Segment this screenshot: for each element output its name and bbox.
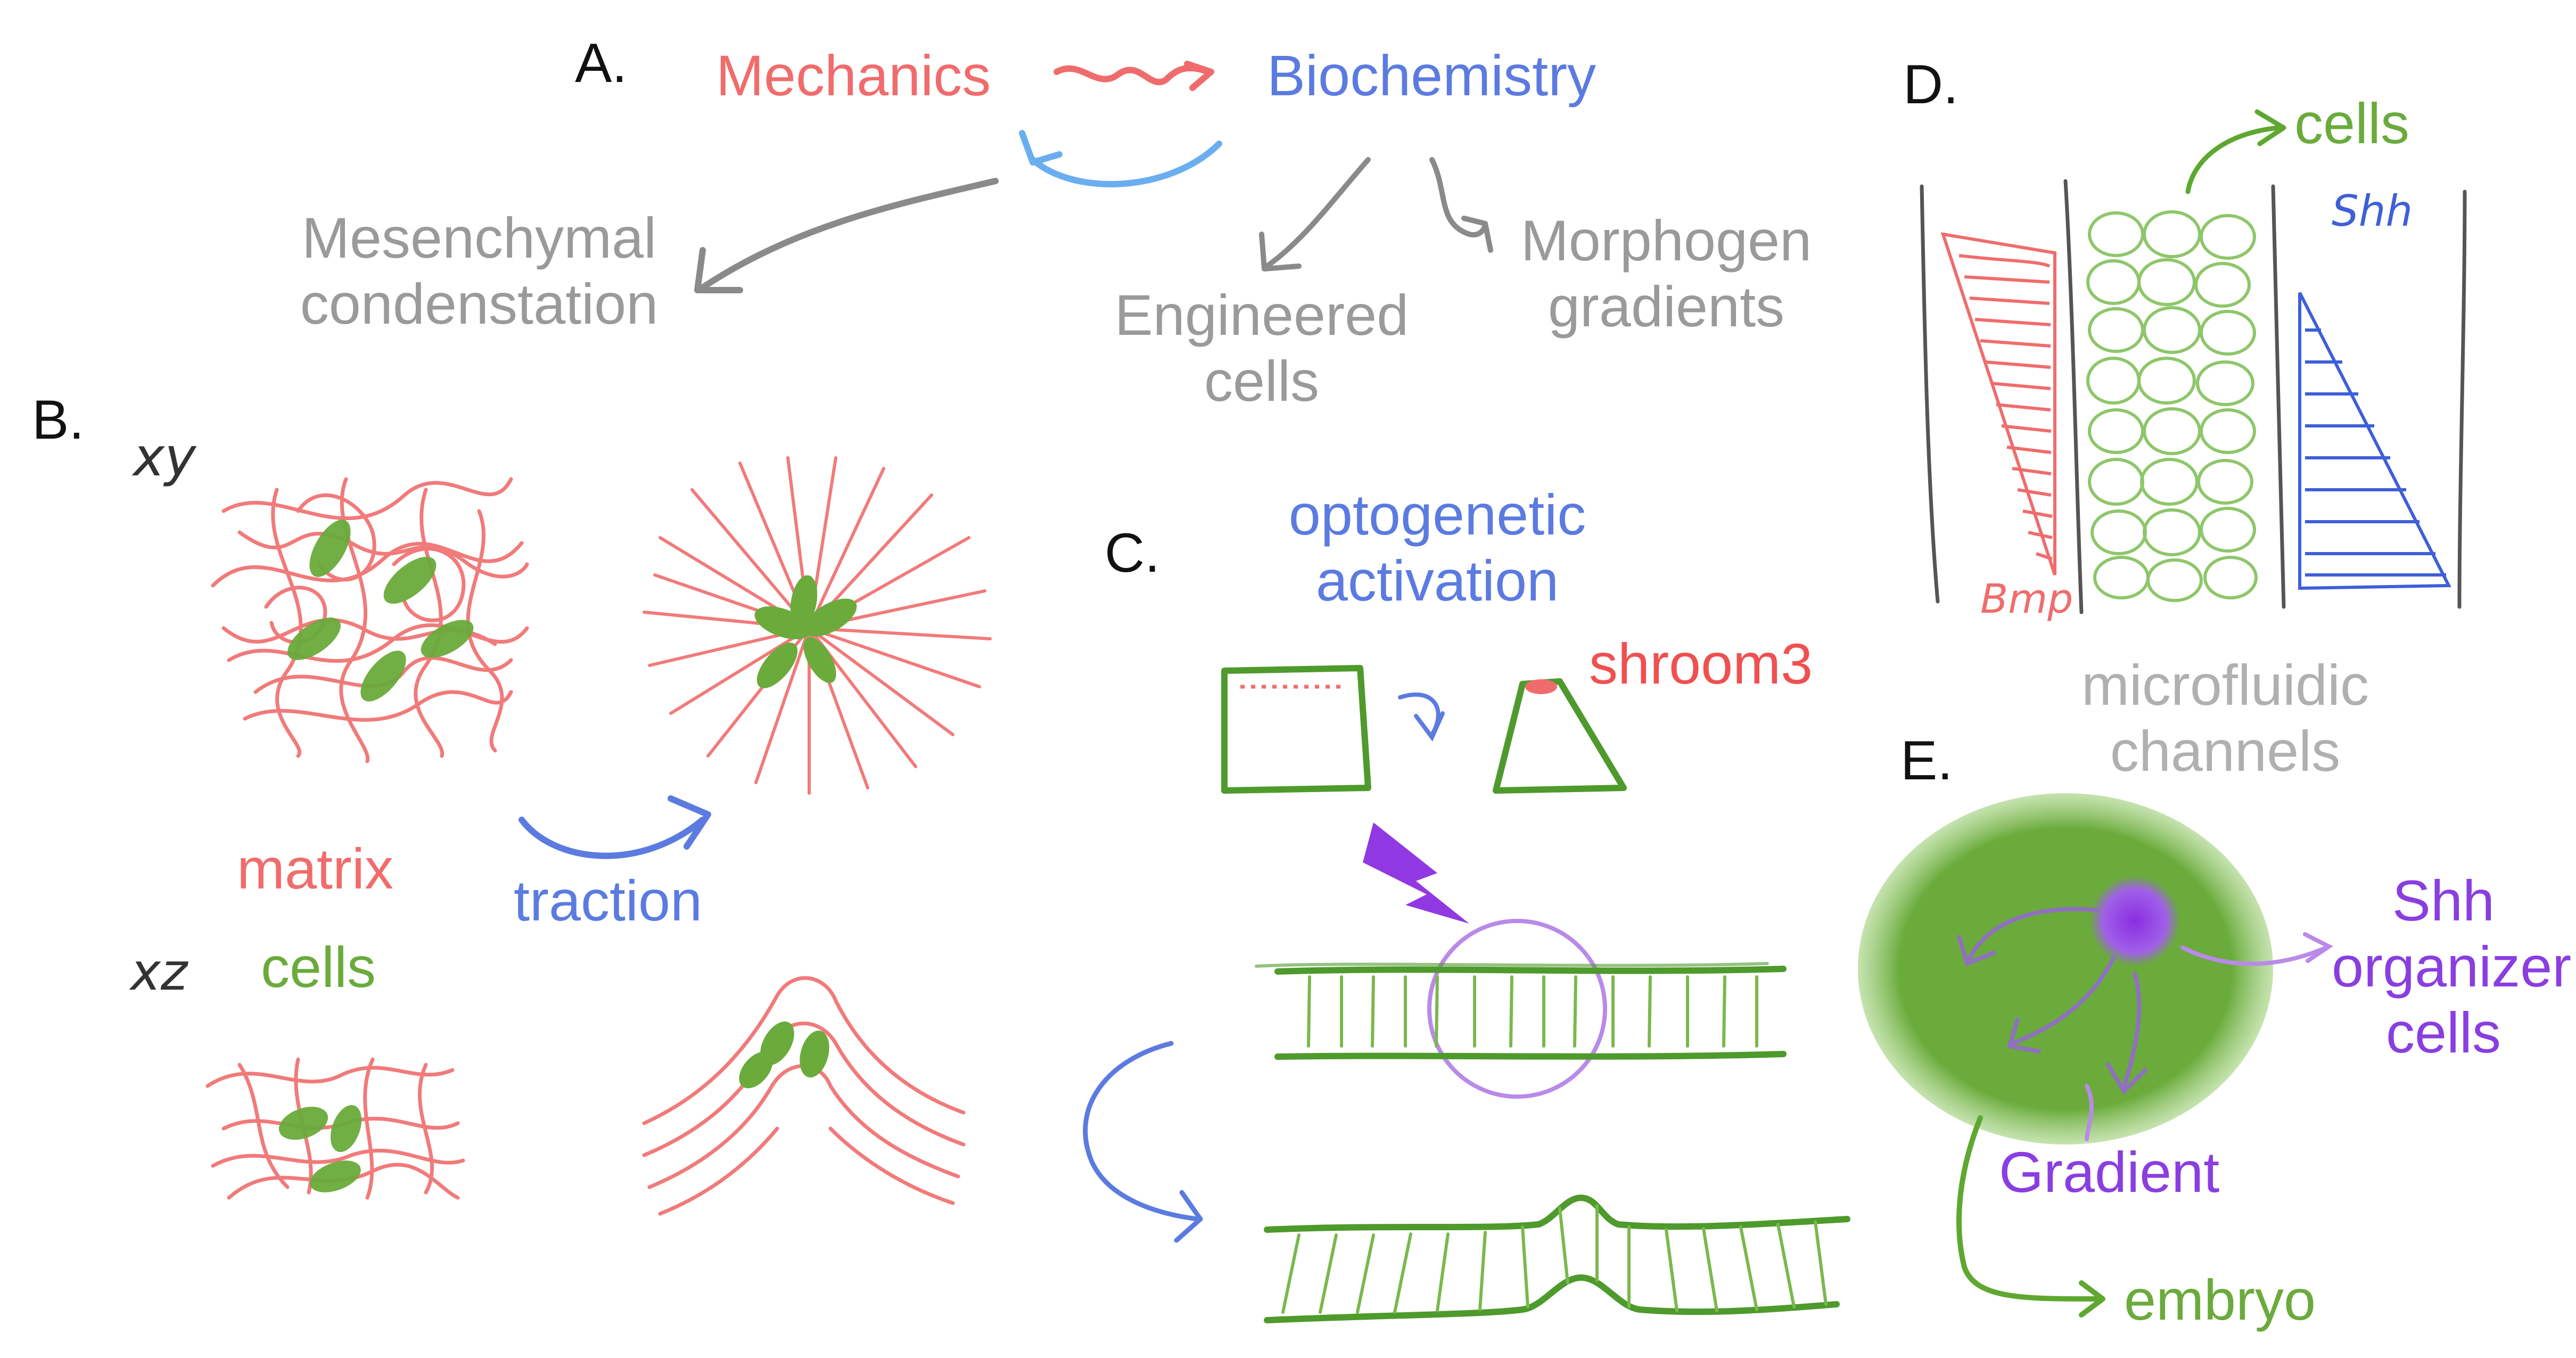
panel-e-shh-leader: [2180, 945, 2328, 966]
panel-d-letter: D.: [1903, 54, 1958, 116]
cells-label-d: cells: [2294, 91, 2410, 155]
morphogen-label: Morphogen gradients: [1501, 208, 1831, 340]
light-bolt-icon: [1363, 822, 1469, 924]
panel-d-channel-walls: [1920, 179, 2467, 614]
panel-d-cells-arrow: [2185, 125, 2281, 194]
opto-line2: activation: [1315, 548, 1559, 613]
panel-a-arrows: [694, 61, 1493, 293]
shh-organizer-line1: Shh: [2392, 868, 2495, 933]
panel-b-cells-xz-peak: [739, 1021, 829, 1089]
gradient-label: Gradient: [1999, 1140, 2220, 1204]
panel-d-cells-channel: [2086, 210, 2258, 602]
microfluidic-channels-label: microfluidic channels: [2023, 652, 2427, 784]
mechanics-label: Mechanics: [716, 43, 991, 108]
traction-arrow: [519, 817, 706, 859]
mesenchymal-line1: Mesenchymal: [301, 205, 657, 270]
optogenetic-activation-label: optogenetic activation: [1256, 482, 1618, 614]
panel-c-loop-arrow: [1083, 1041, 1200, 1222]
panel-c-cell-after: [1493, 678, 1627, 794]
opto-line1: optogenetic: [1288, 482, 1586, 547]
to-morphogen-arrow: [1429, 157, 1488, 237]
panel-a-letter: A.: [575, 32, 628, 94]
panel-e-embryo-body: [1858, 793, 2273, 1145]
matrix-label: matrix: [237, 836, 393, 901]
engineered-line2: cells: [1204, 349, 1320, 414]
panel-d-bmp-gradient: [1940, 232, 2056, 575]
shh-organizer-line2: organizer: [2332, 934, 2572, 999]
mesenchymal-label: Mesenchymal condenstation: [277, 205, 681, 337]
shh-label-d: Shh: [2332, 186, 2413, 236]
to-engineered-arrow: [1264, 157, 1371, 269]
morphogen-line2: gradients: [1548, 274, 1785, 339]
xz-label: xz: [130, 942, 188, 1002]
cells-label-b: cells: [261, 935, 376, 999]
biochemistry-label: Biochemistry: [1267, 43, 1596, 108]
micro-line1: microfluidic: [2081, 653, 2369, 717]
panel-d-shh-gradient: [2298, 292, 2451, 590]
panel-c-shroom3-spot: [1525, 679, 1557, 694]
panel-b-matrix-xy-tangled: [211, 477, 529, 763]
mesenchymal-line2: condenstation: [300, 271, 659, 336]
shh-organizer-line3: cells: [2385, 1000, 2501, 1065]
xy-label: xy: [133, 426, 196, 488]
panel-c-letter: C.: [1105, 522, 1160, 584]
panel-c-cell-before: [1221, 665, 1371, 794]
traction-label: traction: [514, 868, 703, 933]
shroom3-label: shroom3: [1589, 631, 1813, 696]
shh-organizer-label: Shh organizer cells: [2332, 868, 2572, 1066]
engineered-line1: Engineered: [1114, 283, 1409, 347]
micro-line2: channels: [2110, 719, 2341, 784]
panel-b-letter: B.: [32, 389, 85, 451]
panel-b-matrix-xz-peak: [642, 976, 966, 1216]
bio-to-mech-arrow: [1030, 141, 1222, 187]
panel-b-cells-xy-contracted: [754, 575, 857, 688]
embryo-label: embryo: [2124, 1268, 2316, 1332]
panel-c-activation-circle: [1427, 919, 1607, 1099]
panel-e-embryo-leader: [1956, 1115, 2100, 1302]
engineered-cells-label: Engineered cells: [1091, 282, 1432, 414]
panel-e-shh-organizer: [2089, 876, 2180, 966]
panel-b-cells-xy: [287, 520, 474, 702]
panel-c-tissue-flat: [1255, 962, 1787, 1060]
panel-e-gradient-leader: [2085, 1084, 2094, 1141]
panel-e-letter: E.: [1900, 730, 1953, 792]
to-mesenchymal-arrow: [699, 178, 999, 291]
bmp-label: Bmp: [1980, 575, 2073, 622]
mech-to-bio-arrow: [1054, 64, 1212, 86]
panel-c-tissue-bent: [1264, 1194, 1850, 1323]
panel-e-gradient-arrows: [1957, 907, 2147, 1095]
panel-b-cells-xz: [278, 1105, 362, 1192]
panel-c-small-arrow: [1398, 692, 1441, 737]
morphogen-line1: Morphogen: [1520, 208, 1812, 273]
